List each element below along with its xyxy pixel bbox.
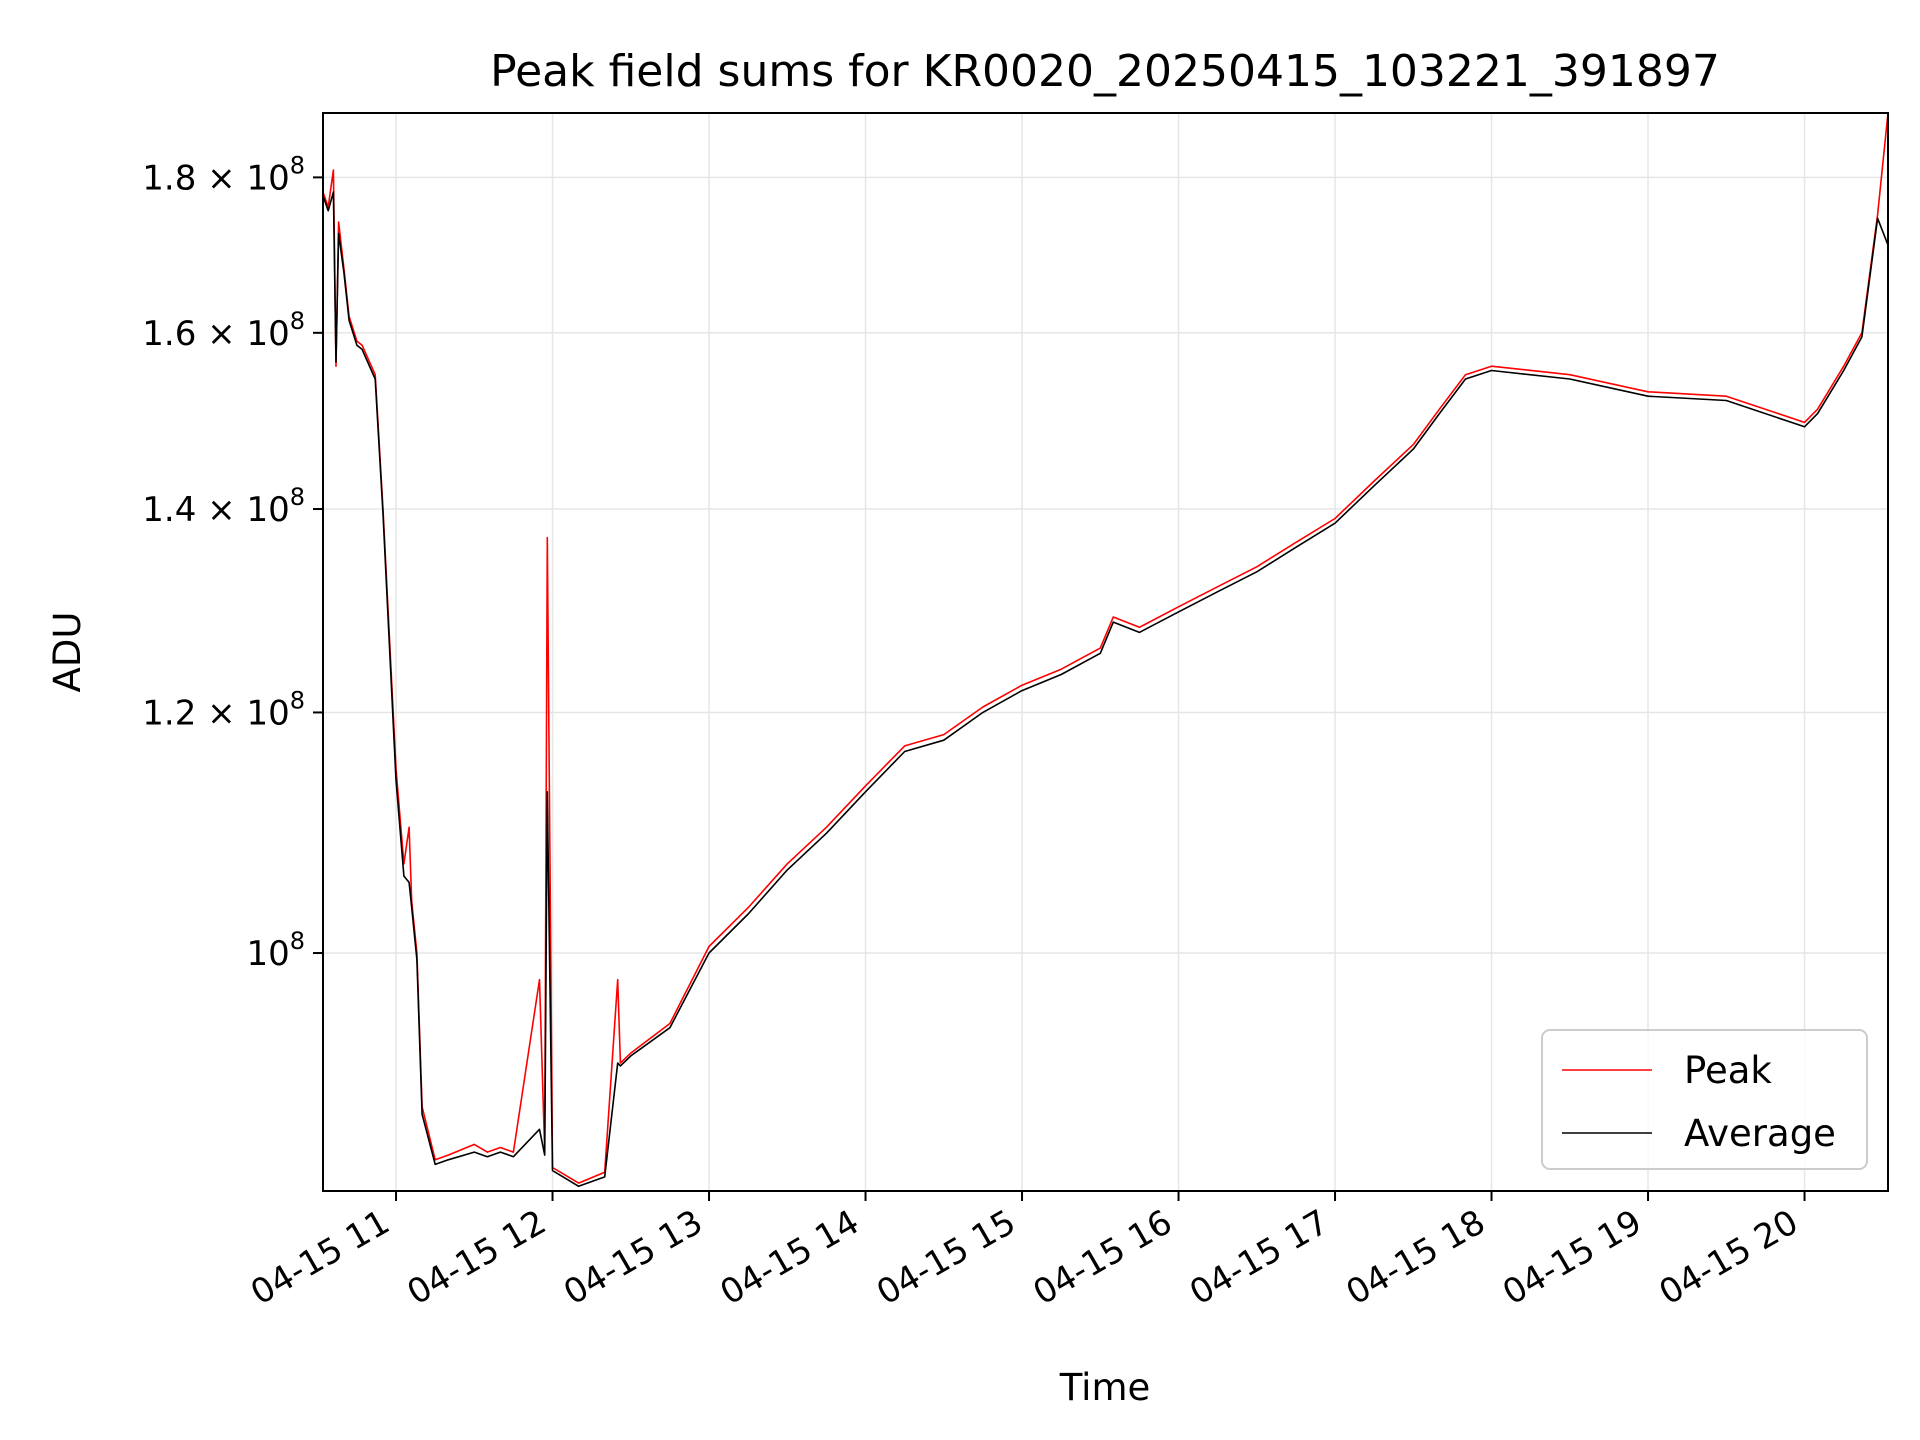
x-tick-label: 04-15 15 <box>870 1202 1022 1313</box>
x-tick-label: 04-15 18 <box>1340 1202 1492 1313</box>
y-tick-label: 1.2 × 108 <box>142 686 305 733</box>
y-axis: 108 1.2 × 108 1.4 × 108 1.6 × 108 1.8 × 108 <box>142 151 323 974</box>
y-tick-label: 1.8 × 108 <box>142 151 305 198</box>
y-tick-label: 1.6 × 108 <box>142 307 305 354</box>
y-axis-label: ADU <box>46 612 89 693</box>
legend-box <box>1541 1029 1868 1170</box>
y-tick-label: 108 <box>246 927 305 974</box>
legend-label-peak: Peak <box>1684 1049 1772 1092</box>
series-line-average <box>322 191 1889 1188</box>
x-tick-label: 04-15 11 <box>244 1202 396 1313</box>
plot-frame <box>322 112 1889 1192</box>
x-tick-label: 04-15 19 <box>1496 1202 1648 1313</box>
x-tick-label: 04-15 16 <box>1027 1202 1179 1313</box>
x-axis: 04-15 11 04-15 12 04-15 13 04-15 14 04-15 15… <box>244 1191 1806 1313</box>
grid-lines <box>323 113 1888 1191</box>
x-tick-label: 04-15 14 <box>714 1202 866 1313</box>
x-tick-label: 04-15 12 <box>401 1202 553 1313</box>
x-axis-label: Time <box>1059 1366 1151 1409</box>
chart-title: Peak field sums for KR0020_20250415_1032… <box>490 46 1720 97</box>
series-line-peak <box>322 112 1889 1184</box>
plot-lines <box>322 112 1889 1188</box>
x-tick-label: 04-15 17 <box>1183 1202 1335 1313</box>
legend: Peak Average <box>1541 1029 1868 1170</box>
legend-label-average: Average <box>1684 1112 1836 1155</box>
x-tick-label: 04-15 20 <box>1653 1202 1805 1313</box>
y-tick-label: 1.4 × 108 <box>142 483 305 530</box>
x-tick-label: 04-15 13 <box>557 1202 709 1313</box>
